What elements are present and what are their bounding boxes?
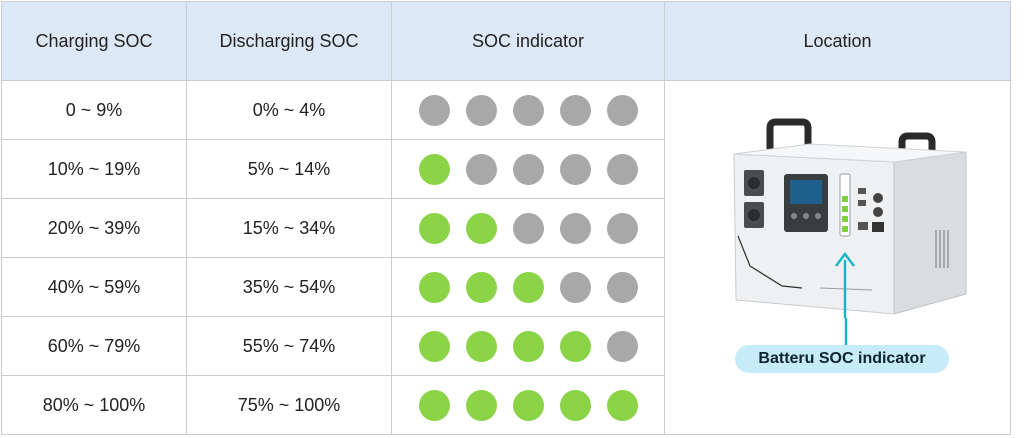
soc-indicator-dots [392,94,664,126]
soc-dot-lit [418,389,450,421]
soc-indicator-callout: Batteru SOC indicator [735,345,949,373]
charging-soc-cell: 60% ~ 79% [1,316,187,376]
soc-dot-lit [512,389,544,421]
charging-soc-cell: 10% ~ 19% [1,139,187,199]
soc-dot-lit [465,212,497,244]
soc-dot-unlit [418,94,450,126]
header-location: Location [664,1,1011,81]
soc-dot-lit [418,330,450,362]
soc-indicator-dots [392,153,664,185]
soc-indicator-dots [392,271,664,303]
charging-soc-cell: 20% ~ 39% [1,198,187,258]
soc-dot-lit [559,389,591,421]
soc-indicator-dots [392,212,664,244]
soc-dot-lit [418,153,450,185]
soc-dot-lit [559,330,591,362]
soc-indicator-cell [391,80,665,140]
soc-dot-unlit [465,153,497,185]
soc-table: Charging SOC Discharging SOC SOC indicat… [1,1,1011,435]
soc-indicator-cell [391,139,665,199]
soc-dot-unlit [512,94,544,126]
discharging-soc-cell: 0% ~ 4% [186,80,392,140]
soc-indicator-cell [391,198,665,258]
soc-dot-unlit [559,212,591,244]
soc-dot-lit [465,271,497,303]
header-charging-soc: Charging SOC [1,1,187,81]
soc-dot-unlit [512,212,544,244]
soc-dot-unlit [606,330,638,362]
soc-dot-unlit [559,94,591,126]
discharging-soc-cell: 35% ~ 54% [186,257,392,317]
soc-dot-lit [512,330,544,362]
discharging-soc-cell: 5% ~ 14% [186,139,392,199]
soc-dot-lit [606,389,638,421]
soc-indicator-cell [391,316,665,376]
soc-dot-lit [465,389,497,421]
table-row: 20% ~ 39% 15% ~ 34% [1,198,1011,258]
header-row: Charging SOC Discharging SOC SOC indicat… [1,1,1011,81]
table-row: 40% ~ 59% 35% ~ 54% [1,257,1011,317]
soc-dot-unlit [512,153,544,185]
soc-dot-lit [418,212,450,244]
soc-dot-lit [418,271,450,303]
soc-dot-unlit [606,94,638,126]
soc-indicator-cell [391,257,665,317]
power-station-device-image [733,118,967,318]
soc-dot-lit [465,330,497,362]
soc-dot-unlit [559,271,591,303]
discharging-soc-cell: 15% ~ 34% [186,198,392,258]
soc-indicator-dots [392,330,664,362]
discharging-soc-cell: 75% ~ 100% [186,375,392,435]
charging-soc-cell: 40% ~ 59% [1,257,187,317]
header-discharging-soc: Discharging SOC [186,1,392,81]
soc-dot-unlit [606,212,638,244]
table-row: 10% ~ 19% 5% ~ 14% [1,139,1011,199]
table-row: 80% ~ 100% 75% ~ 100% [1,375,1011,435]
header-soc-indicator: SOC indicator [391,1,665,81]
charging-soc-cell: 80% ~ 100% [1,375,187,435]
table-row: 60% ~ 79% 55% ~ 74% [1,316,1011,376]
soc-indicator-dots [392,389,664,421]
soc-dot-unlit [559,153,591,185]
soc-dot-unlit [606,271,638,303]
soc-dot-lit [512,271,544,303]
soc-indicator-cell [391,375,665,435]
soc-dot-unlit [465,94,497,126]
arrow-icon [844,318,848,346]
discharging-soc-cell: 55% ~ 74% [186,316,392,376]
soc-dot-unlit [606,153,638,185]
charging-soc-cell: 0 ~ 9% [1,80,187,140]
